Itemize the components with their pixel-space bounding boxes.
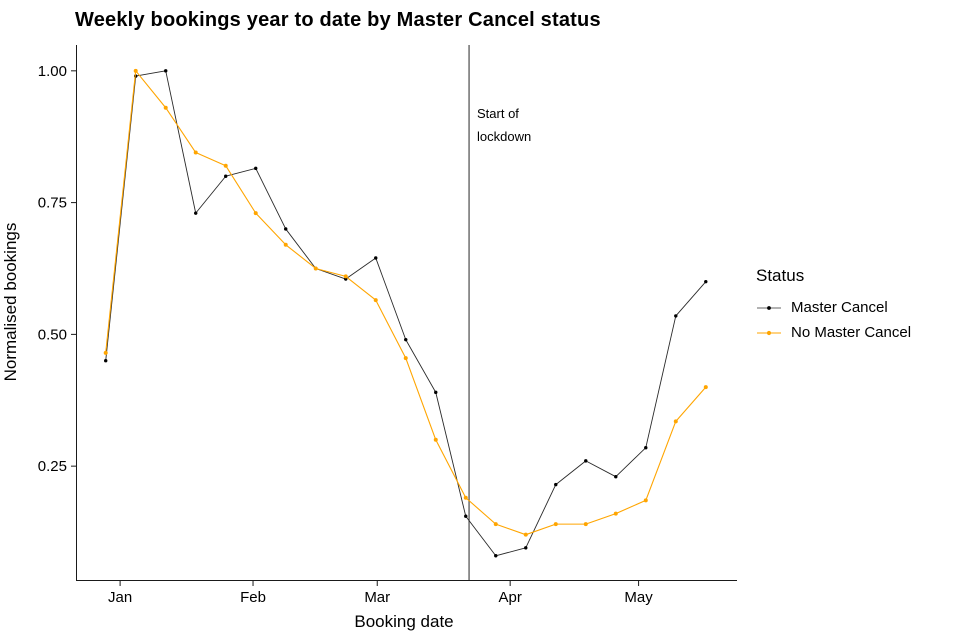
series-point-no-master-cancel [433, 437, 438, 442]
series-point-no-master-cancel [373, 298, 378, 303]
legend-key-master-cancel-icon [757, 305, 781, 310]
lockdown-annotation: Start of lockdown [477, 102, 531, 148]
series-point-no-master-cancel [253, 211, 258, 216]
series-point-master-cancel [374, 256, 378, 260]
series-point-no-master-cancel [703, 385, 708, 390]
series-point-master-cancel [524, 546, 528, 550]
series-point-no-master-cancel [613, 511, 618, 516]
series-point-master-cancel [164, 69, 168, 73]
series-point-master-cancel [614, 474, 618, 479]
series-point-master-cancel [464, 514, 468, 518]
series-point-master-cancel [554, 482, 558, 487]
series-point-master-cancel [434, 390, 438, 395]
legend-key-no-master-cancel-icon [757, 330, 781, 335]
series-point-master-cancel [104, 359, 108, 363]
series-point-no-master-cancel [553, 522, 558, 527]
series-point-master-cancel [194, 211, 198, 215]
series-line-master-cancel [105, 70, 707, 557]
series-point-no-master-cancel [583, 522, 588, 527]
series-point-no-master-cancel [673, 419, 678, 424]
series-point-no-master-cancel [463, 495, 468, 500]
series-point-no-master-cancel [523, 532, 528, 537]
x-axis-title: Booking date [354, 612, 453, 631]
series-point-no-master-cancel [223, 163, 228, 168]
y-axis-title: Normalised bookings [1, 223, 20, 382]
y-tick-label: 1.00 [38, 63, 67, 80]
legend-title: Status [756, 266, 805, 285]
series-point-no-master-cancel [103, 350, 108, 355]
x-tick-label: Apr [498, 589, 521, 606]
chart-title: Weekly bookings year to date by Master C… [75, 9, 601, 31]
legend-label-no-master-cancel: No Master Cancel [791, 324, 912, 341]
series-point-no-master-cancel [193, 150, 198, 155]
series-point-master-cancel [704, 279, 708, 284]
legend-item-no-master-cancel: No Master Cancel [756, 320, 911, 345]
legend: Status Master Cancel No Master Cancel [756, 266, 911, 345]
y-tick-label: 0.25 [38, 458, 67, 475]
series-point-master-cancel [644, 445, 648, 450]
series-line-no-master-cancel [105, 70, 707, 536]
x-tick-label: May [624, 589, 653, 606]
x-tick-label: Feb [240, 589, 266, 606]
series-point-no-master-cancel [643, 498, 648, 503]
series-point-master-cancel [494, 554, 498, 558]
lockdown-annotation-line2: lockdown [477, 129, 532, 144]
legend-item-master-cancel: Master Cancel [756, 295, 911, 320]
series-point-master-cancel [284, 227, 288, 231]
series-point-no-master-cancel [313, 266, 318, 271]
series-point-no-master-cancel [343, 274, 348, 279]
series-point-no-master-cancel [493, 522, 498, 527]
y-tick-label: 0.50 [38, 326, 67, 343]
y-tick-label: 0.75 [38, 195, 67, 212]
series-point-master-cancel [224, 174, 228, 178]
x-tick-label: Mar [364, 589, 390, 606]
series-point-no-master-cancel [133, 68, 138, 73]
x-tick-label: Jan [108, 589, 132, 606]
legend-label-master-cancel: Master Cancel [791, 299, 888, 316]
series-point-master-cancel [584, 459, 588, 463]
series-point-no-master-cancel [403, 356, 408, 361]
lockdown-annotation-line1: Start of [477, 106, 519, 121]
series-point-no-master-cancel [283, 242, 288, 247]
series-point-master-cancel [404, 337, 408, 342]
series-point-no-master-cancel [163, 105, 168, 110]
series-point-master-cancel [674, 314, 678, 318]
series-point-master-cancel [254, 166, 258, 171]
